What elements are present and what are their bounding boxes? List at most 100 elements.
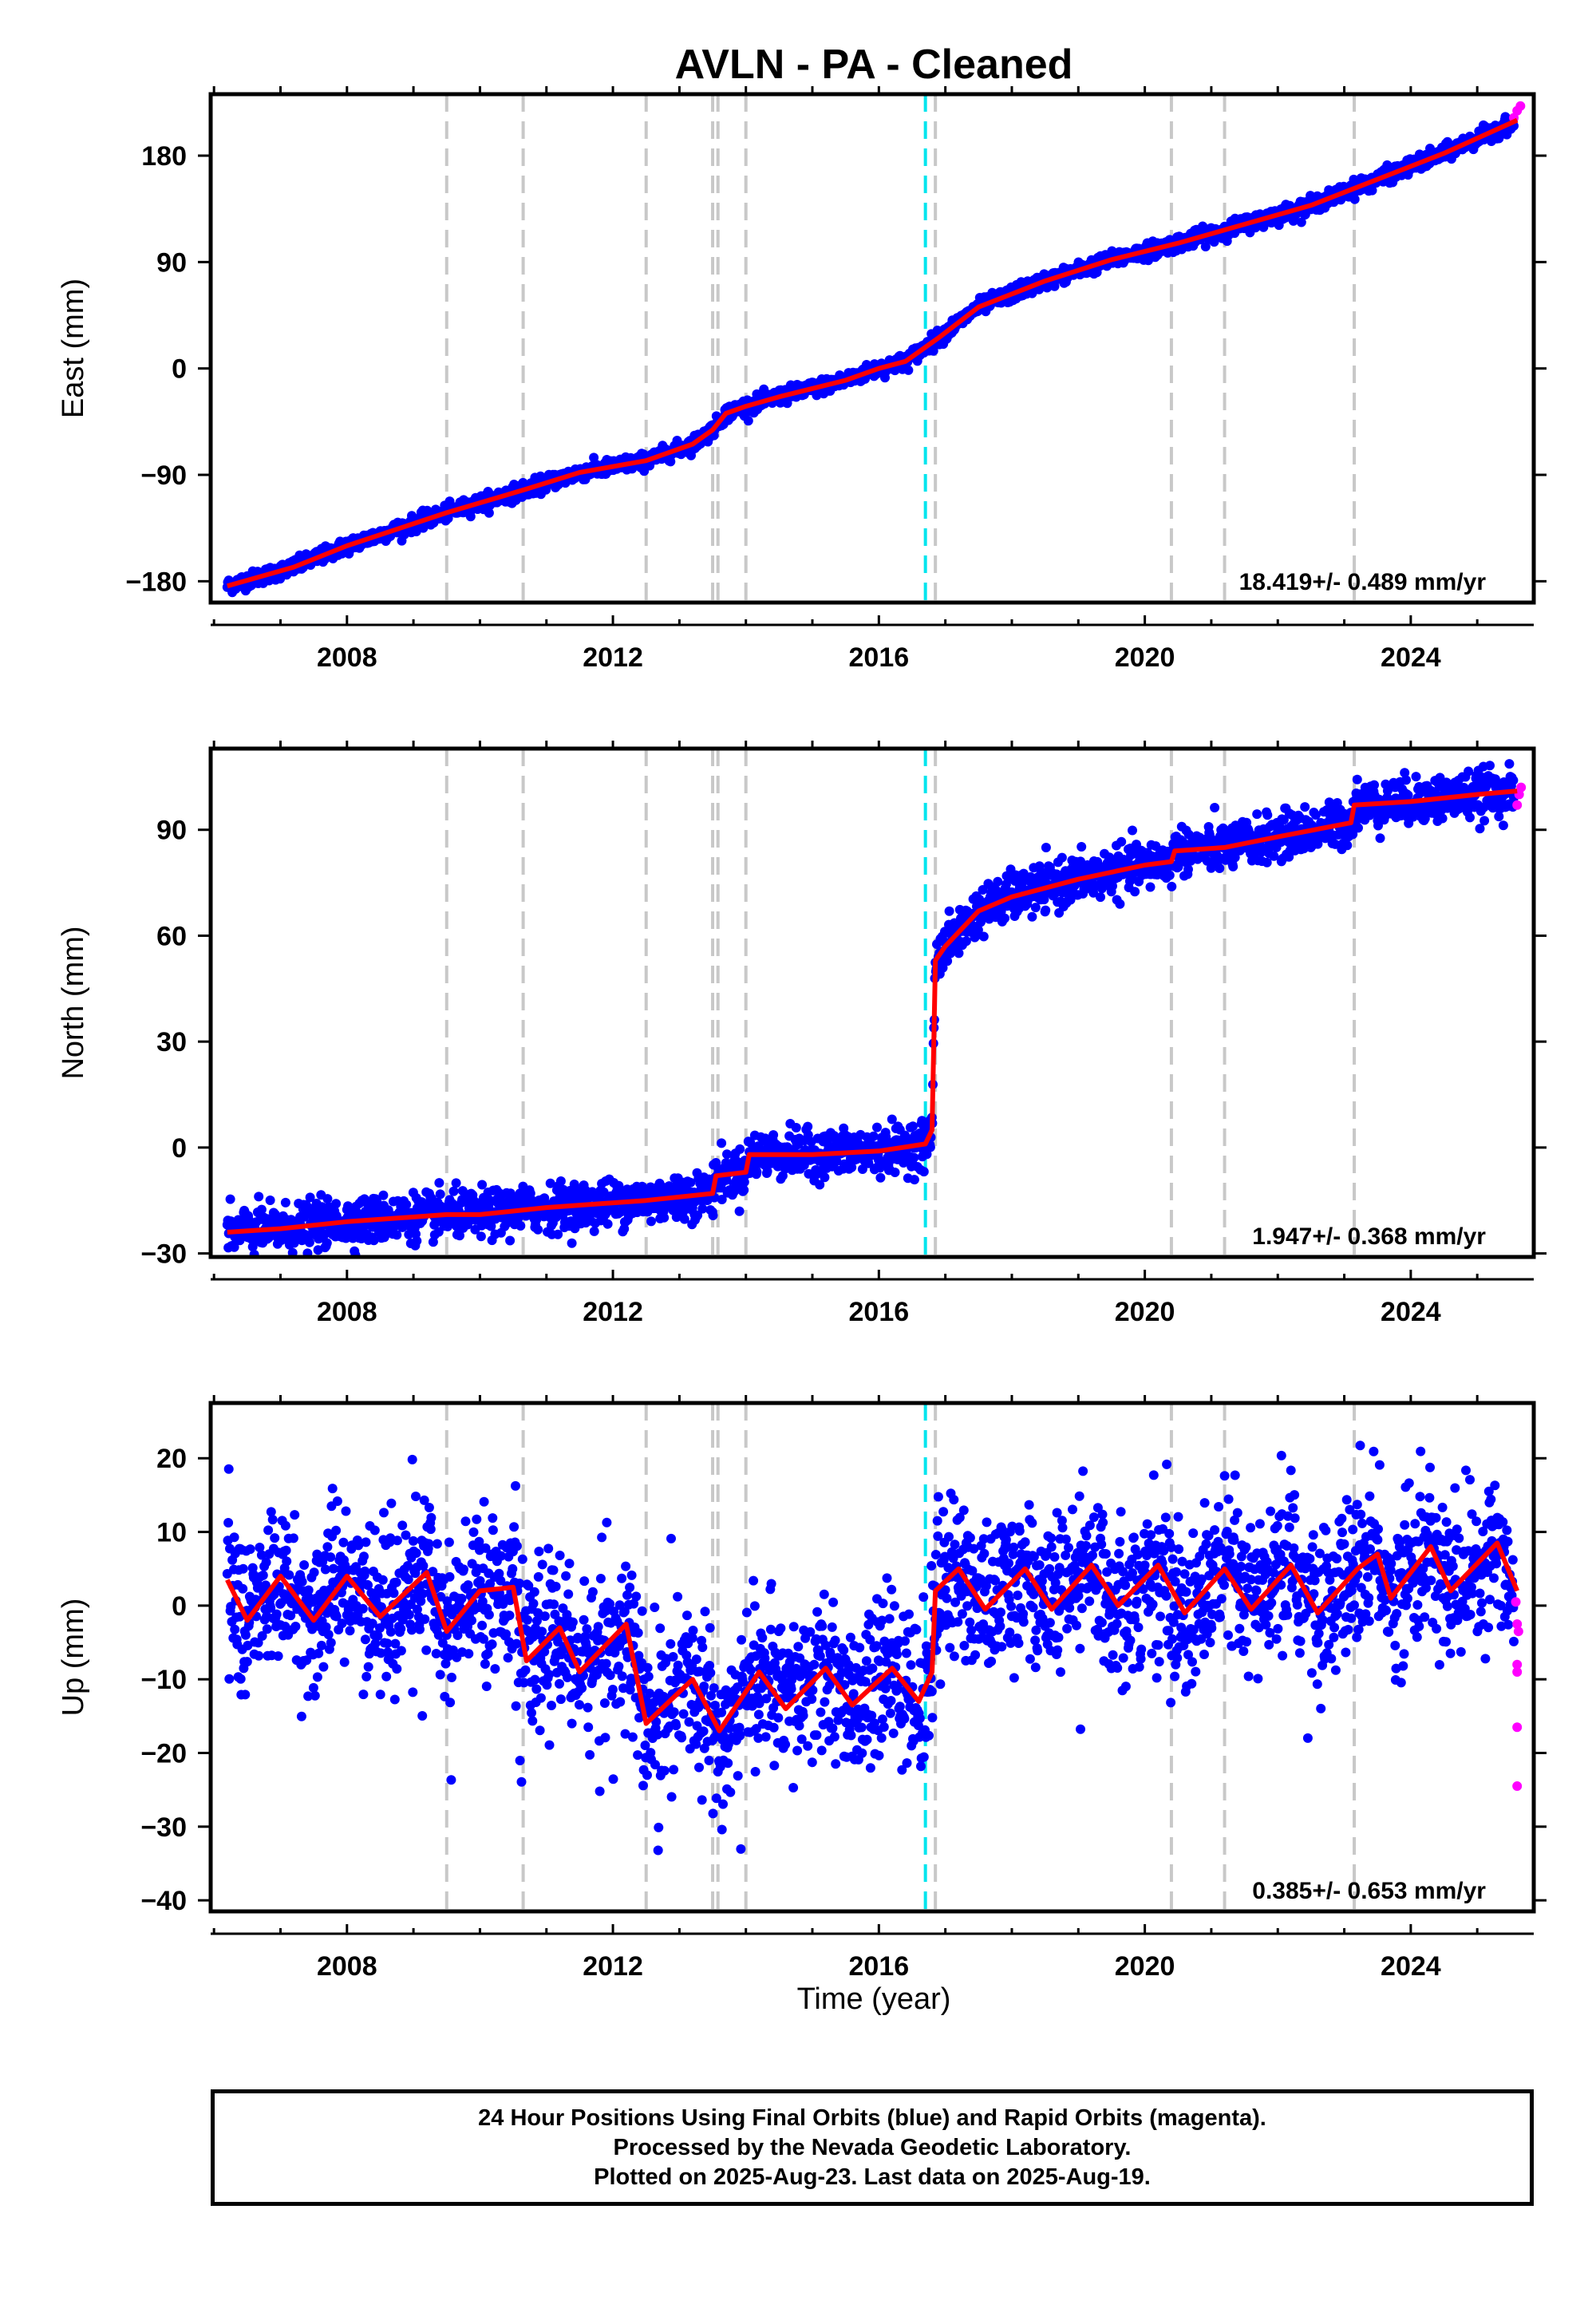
- final-orbit-point: [832, 1156, 842, 1166]
- plot-area: [222, 749, 1527, 1257]
- final-orbit-point: [1164, 870, 1175, 880]
- final-orbit-point: [887, 1114, 897, 1124]
- final-orbit-point: [428, 1237, 438, 1247]
- final-orbit-point: [1352, 774, 1362, 785]
- final-orbit-point: [1057, 852, 1067, 863]
- final-orbit-point: [954, 948, 964, 958]
- rapid-orbit-point: [1515, 101, 1526, 111]
- final-orbit-point: [555, 1176, 566, 1186]
- final-orbit-point: [1173, 862, 1183, 872]
- final-orbit-point: [1077, 842, 1087, 852]
- x-tick-label: 2012: [583, 642, 643, 673]
- final-orbit-point: [553, 1229, 563, 1239]
- final-orbit-point: [448, 1186, 459, 1196]
- final-orbit-point: [909, 1175, 919, 1185]
- final-orbit-point: [1183, 864, 1193, 875]
- final-orbit-point: [944, 906, 954, 916]
- final-orbit-point: [708, 1211, 718, 1220]
- final-orbit-point: [847, 1162, 857, 1172]
- final-orbit-point: [545, 1178, 555, 1188]
- final-orbit-point: [729, 1186, 740, 1196]
- final-orbit-point: [435, 1189, 445, 1199]
- final-orbit-point: [697, 1203, 708, 1214]
- final-orbit-point: [1027, 911, 1037, 922]
- final-orbit-point: [305, 1192, 315, 1203]
- final-orbit-point: [486, 1221, 496, 1231]
- final-orbit-point: [1262, 857, 1272, 868]
- final-orbit-point: [909, 1152, 919, 1163]
- final-orbit-point: [1151, 841, 1161, 852]
- final-orbit-point: [679, 1214, 689, 1224]
- final-orbit-point: [903, 365, 914, 375]
- final-orbit-point: [1269, 851, 1279, 861]
- final-orbit-point: [1369, 780, 1379, 790]
- final-orbit-point: [1001, 879, 1011, 890]
- final-orbit-point: [857, 1164, 867, 1174]
- final-orbit-point: [739, 1177, 749, 1188]
- final-orbit-point: [734, 1206, 745, 1216]
- final-orbit-point: [322, 1194, 333, 1204]
- final-orbit-point: [401, 1199, 412, 1210]
- y-tick-label: 90: [156, 247, 187, 278]
- final-orbit-point: [1342, 840, 1353, 851]
- final-orbit-point: [768, 1130, 779, 1140]
- final-orbit-point: [815, 1180, 825, 1190]
- final-orbit-point: [412, 1235, 422, 1246]
- velocity-annotation: 18.419+/- 0.489 mm/yr: [1239, 569, 1487, 595]
- final-orbit-point: [762, 1166, 772, 1176]
- final-orbit-point: [973, 925, 983, 935]
- final-orbit-point: [685, 1177, 696, 1188]
- final-orbit-point: [1296, 217, 1306, 227]
- final-orbit-point: [484, 1195, 495, 1205]
- final-orbit-point: [804, 1168, 814, 1179]
- final-orbit-point: [392, 1230, 402, 1240]
- final-orbit-point: [225, 1194, 235, 1204]
- final-orbit-point: [1252, 809, 1262, 820]
- final-orbit-point: [589, 453, 599, 463]
- final-orbit-point: [589, 1226, 599, 1236]
- final-orbit-point: [619, 1223, 630, 1234]
- final-orbit-point: [1228, 861, 1238, 871]
- final-orbit-point: [918, 1167, 929, 1177]
- final-orbit-point: [942, 956, 953, 966]
- final-orbit-point: [735, 1144, 745, 1154]
- final-orbit-point: [1088, 887, 1099, 898]
- final-orbit-point: [739, 1185, 749, 1196]
- final-orbit-point: [760, 1133, 771, 1144]
- final-orbit-point: [1017, 879, 1027, 889]
- final-orbit-point: [890, 1168, 900, 1177]
- model-line: [226, 117, 1519, 589]
- final-orbit-point: [317, 1202, 327, 1212]
- final-orbit-point: [868, 1131, 879, 1141]
- final-orbit-point: [378, 1190, 389, 1200]
- final-orbit-point: [646, 1216, 656, 1227]
- final-orbit-point: [1349, 194, 1360, 204]
- final-orbit-point: [484, 508, 494, 518]
- final-orbit-point: [322, 1238, 332, 1248]
- final-orbit-point: [863, 1158, 874, 1168]
- final-orbit-point: [993, 876, 1003, 887]
- final-orbit-point: [465, 512, 476, 522]
- final-orbit-point: [477, 1180, 488, 1190]
- final-orbit-point: [1262, 810, 1273, 820]
- final-orbit-point: [1367, 185, 1377, 196]
- final-orbit-point: [304, 1237, 314, 1247]
- final-orbit-point: [1041, 905, 1051, 915]
- final-orbit-point: [1130, 887, 1140, 897]
- final-orbit-point: [1000, 913, 1009, 923]
- x-tick-label: 2024: [1381, 642, 1441, 673]
- final-orbit-point: [567, 1238, 577, 1248]
- final-orbit-point: [978, 931, 989, 942]
- final-orbit-point: [1041, 843, 1051, 852]
- final-orbit-point: [256, 1204, 267, 1215]
- final-orbit-point: [1128, 825, 1137, 836]
- final-orbit-point: [1030, 903, 1041, 913]
- final-orbit-point: [693, 1210, 703, 1220]
- y-tick-label: −180: [125, 567, 187, 597]
- final-orbit-point: [280, 1197, 290, 1207]
- final-orbit-point: [872, 1122, 882, 1132]
